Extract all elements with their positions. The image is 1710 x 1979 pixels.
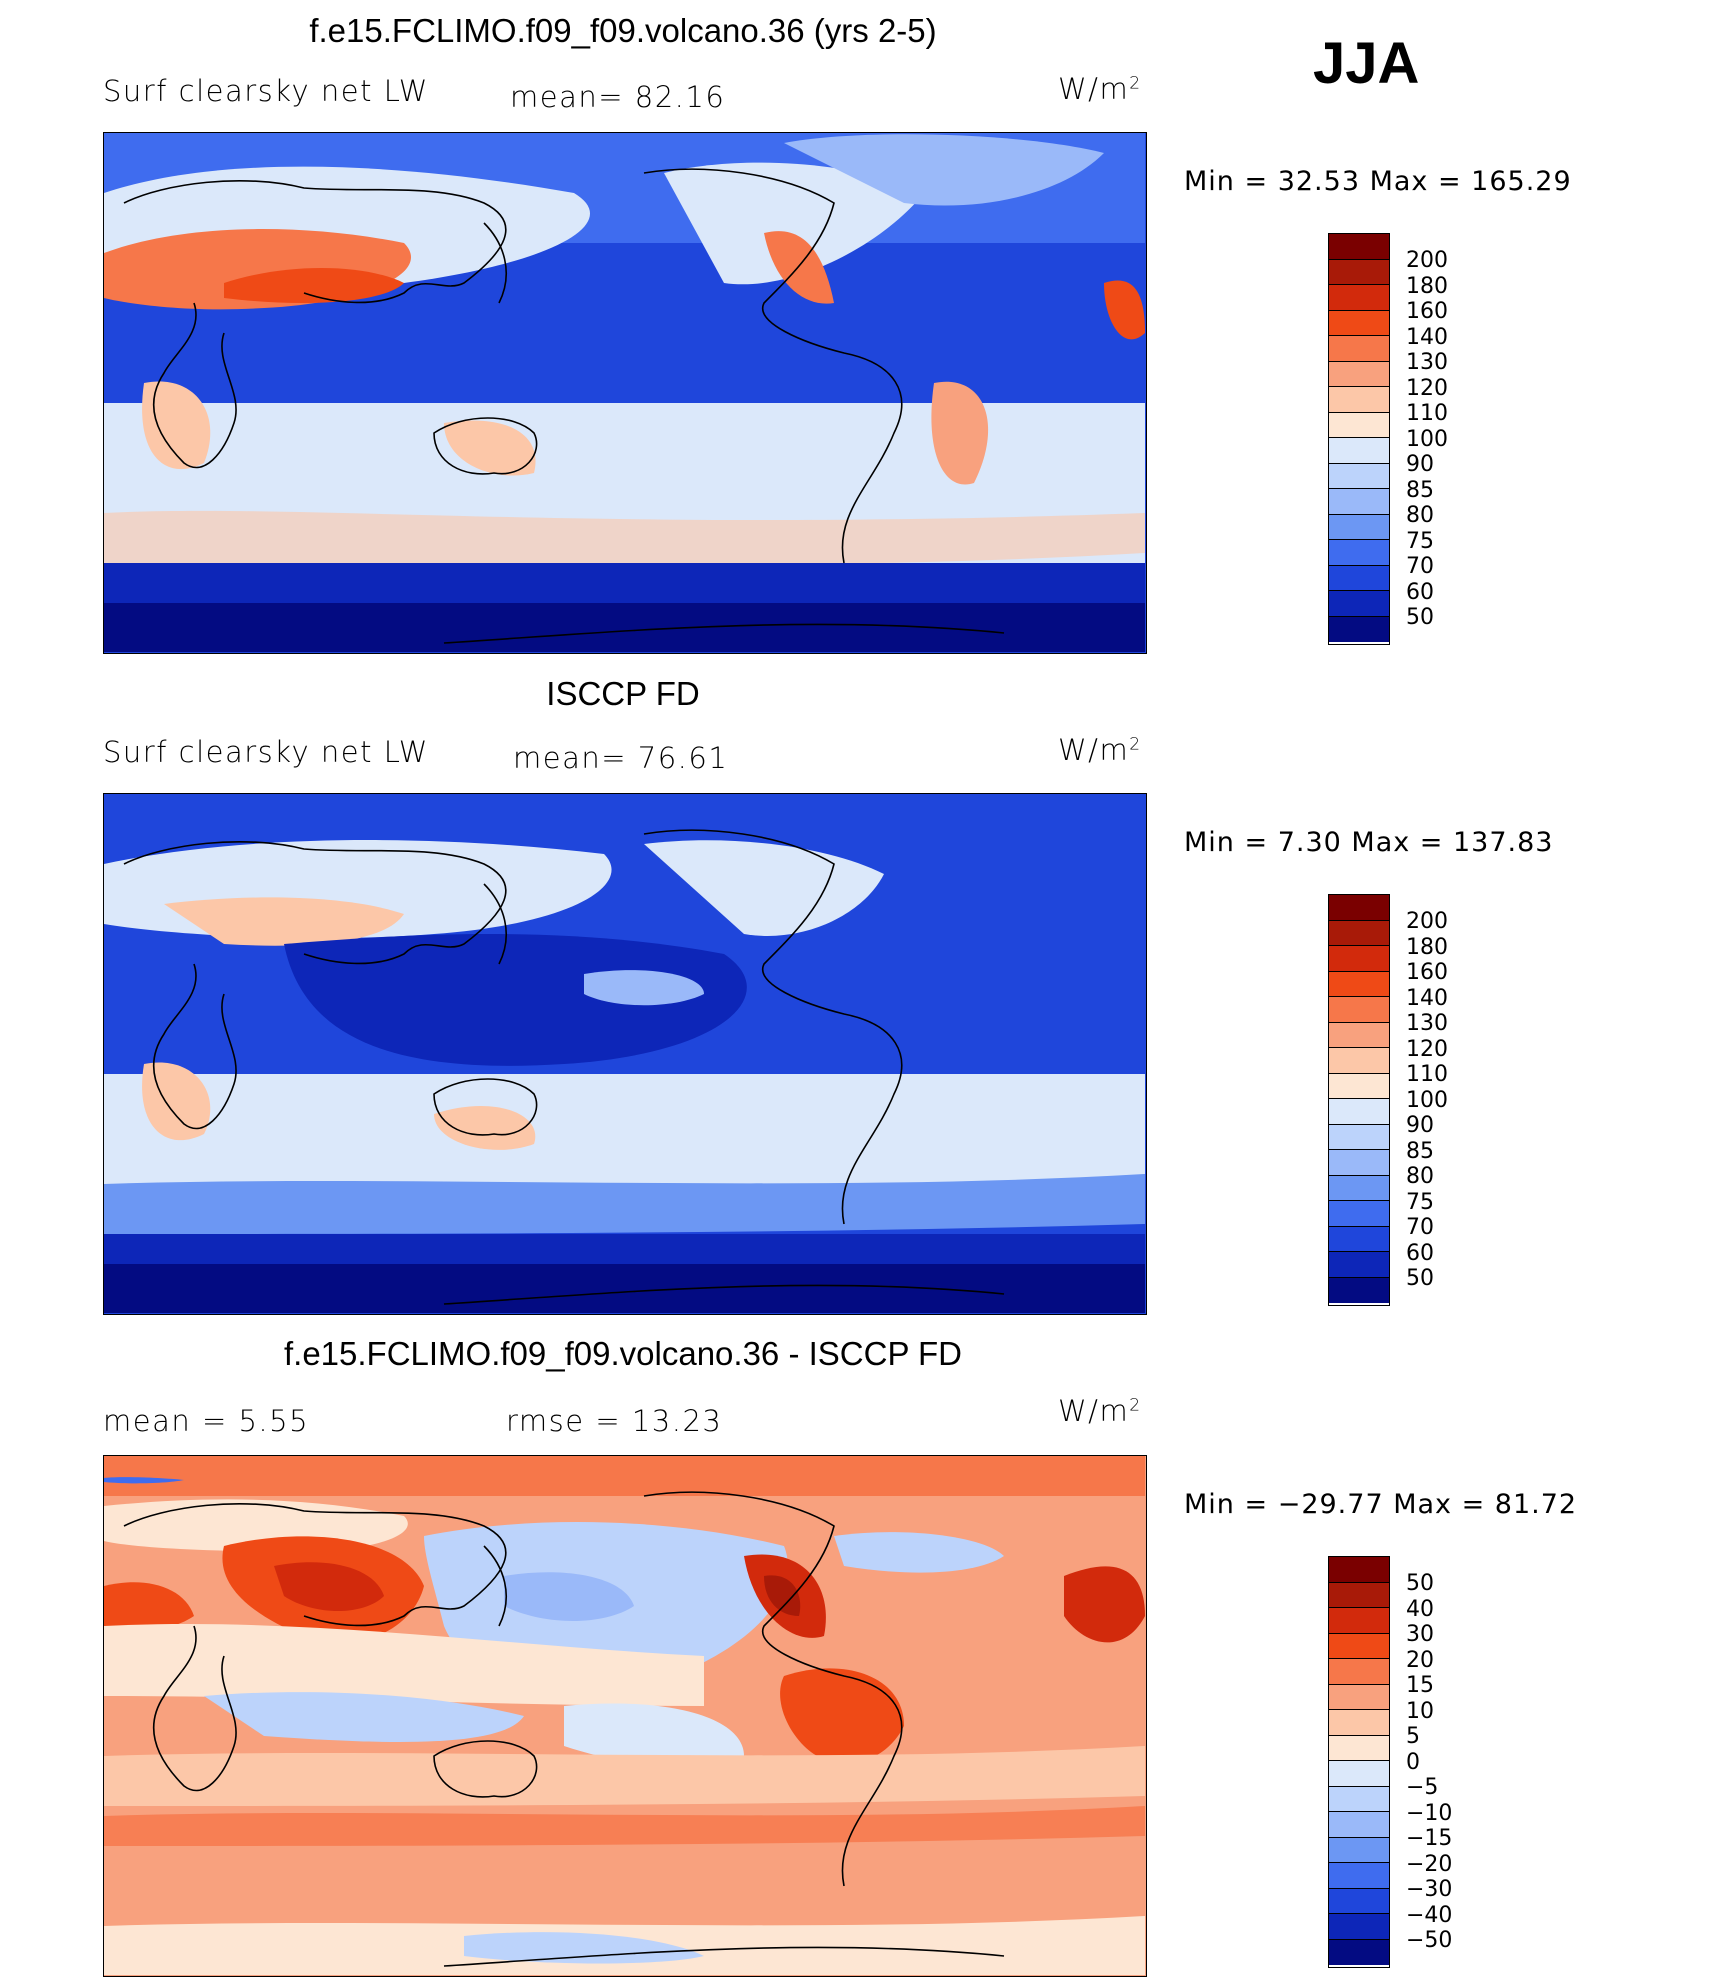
panel2-map xyxy=(103,793,1147,1315)
colorbar-tick: −50 xyxy=(1406,1928,1453,1953)
colorbar-tick: 130 xyxy=(1406,350,1448,375)
colorbar-tick: 50 xyxy=(1406,1571,1434,1596)
season-label: JJA xyxy=(1313,31,1420,96)
colorbar-tick: 130 xyxy=(1406,1011,1448,1036)
colorbar-tick: 80 xyxy=(1406,1164,1434,1189)
colorbar-tick: 70 xyxy=(1406,554,1434,579)
panel2-colorbar xyxy=(1328,894,1390,1306)
colorbar-tick: 110 xyxy=(1406,401,1448,426)
colorbar-tick: 120 xyxy=(1406,375,1448,401)
colorbar-tick: 90 xyxy=(1406,1113,1434,1138)
colorbar-tick: 120 xyxy=(1406,1036,1448,1062)
panel3-rmse-label: rmse = 13.23 xyxy=(506,1404,723,1438)
colorbar-tick: −30 xyxy=(1406,1877,1453,1902)
panel1-colorbar xyxy=(1328,233,1390,645)
colorbar-tick: 180 xyxy=(1406,934,1448,960)
panel1-map-field xyxy=(104,133,1145,652)
colorbar-tick: −10 xyxy=(1406,1800,1453,1826)
colorbar-tick: 75 xyxy=(1406,1189,1434,1215)
colorbar-tick: 200 xyxy=(1406,909,1448,934)
colorbar-tick: −40 xyxy=(1406,1902,1453,1928)
colorbar-tick: 50 xyxy=(1406,605,1434,630)
colorbar-tick: 70 xyxy=(1406,1215,1434,1240)
colorbar-tick: 110 xyxy=(1406,1062,1448,1087)
colorbar-tick: 160 xyxy=(1406,299,1448,324)
colorbar-tick: 80 xyxy=(1406,503,1434,528)
colorbar-tick: 5 xyxy=(1406,1724,1420,1749)
colorbar-tick: 85 xyxy=(1406,477,1434,503)
panel3-coastlines xyxy=(123,1491,1005,1967)
panel2-left-label: Surf clearsky net LW xyxy=(103,735,429,769)
panel1-colorbar-labels: 200 180 160 140 130 120 110 100 90 85 80… xyxy=(1406,248,1448,631)
panel3-units: W/m2 xyxy=(1058,1394,1142,1428)
panel1-title: f.e15.FCLIMO.f09_f09.volcano.36 (yrs 2-5… xyxy=(309,12,937,49)
panel1-map xyxy=(103,132,1147,654)
panel1-left-label: Surf clearsky net LW xyxy=(103,74,429,108)
panel3-map-field xyxy=(104,1456,1145,1975)
panel3-mean-label: mean = 5.55 xyxy=(103,1404,310,1438)
panel1-minmax: Min = 32.53 Max = 165.29 xyxy=(1184,166,1572,197)
colorbar-tick: 180 xyxy=(1406,273,1448,299)
colorbar-tick: 15 xyxy=(1406,1673,1434,1698)
panel2-map-field xyxy=(104,794,1145,1313)
colorbar-tick: 200 xyxy=(1406,248,1448,273)
colorbar-tick: 60 xyxy=(1406,579,1434,605)
colorbar-tick: 30 xyxy=(1406,1622,1434,1647)
panel1-coastlines xyxy=(123,168,1005,644)
panel1-units: W/m2 xyxy=(1058,72,1142,106)
panel3-colorbar-labels: 50 40 30 20 15 10 5 0 −5 −10 −15 −20 −30… xyxy=(1406,1571,1452,1954)
colorbar-tick: 60 xyxy=(1406,1240,1434,1266)
panel3-colorbar xyxy=(1328,1556,1390,1968)
panel3-minmax: Min = −29.77 Max = 81.72 xyxy=(1184,1489,1578,1520)
colorbar-tick: 100 xyxy=(1406,426,1448,452)
colorbar-tick: 90 xyxy=(1406,452,1434,477)
colorbar-tick: 20 xyxy=(1406,1647,1434,1673)
colorbar-tick: −15 xyxy=(1406,1826,1453,1851)
colorbar-tick: 75 xyxy=(1406,528,1434,554)
colorbar-tick: 0 xyxy=(1406,1749,1420,1775)
panel2-minmax: Min = 7.30 Max = 137.83 xyxy=(1184,827,1554,858)
colorbar-tick: 100 xyxy=(1406,1087,1448,1113)
panel2-units: W/m2 xyxy=(1058,733,1142,767)
colorbar-tick: 160 xyxy=(1406,960,1448,985)
panel2-title: ISCCP FD xyxy=(546,675,700,712)
colorbar-tick: 85 xyxy=(1406,1138,1434,1164)
colorbar-tick: 140 xyxy=(1406,985,1448,1011)
colorbar-tick: 10 xyxy=(1406,1698,1434,1724)
panel1-mean-label: mean= 82.16 xyxy=(510,80,726,114)
panel2-colorbar-labels: 200 180 160 140 130 120 110 100 90 85 80… xyxy=(1406,909,1448,1292)
colorbar-tick: 140 xyxy=(1406,324,1448,350)
panel2-mean-label: mean= 76.61 xyxy=(513,741,729,775)
panel2-coastlines xyxy=(123,829,1005,1305)
panel3-map xyxy=(103,1455,1147,1977)
colorbar-tick: 50 xyxy=(1406,1266,1434,1291)
colorbar-tick: −20 xyxy=(1406,1851,1453,1877)
colorbar-tick: −5 xyxy=(1406,1775,1439,1800)
colorbar-tick: 40 xyxy=(1406,1596,1434,1622)
panel3-title: f.e15.FCLIMO.f09_f09.volcano.36 - ISCCP … xyxy=(283,1335,963,1372)
